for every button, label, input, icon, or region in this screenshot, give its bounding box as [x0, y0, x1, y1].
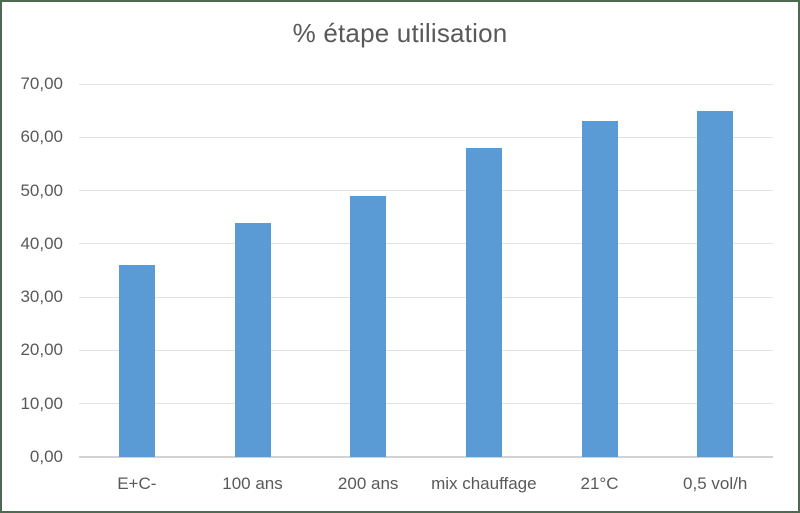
bar-200 ans: [350, 195, 387, 457]
chart-title: % étape utilisation: [292, 18, 508, 48]
x-category-label: mix chauffage: [431, 474, 537, 493]
y-tick-label: 30,00: [20, 287, 63, 307]
bar-E+C-: [118, 265, 155, 457]
gridline: [79, 349, 773, 351]
y-tick-label: 10,00: [20, 393, 63, 413]
gridline: [79, 83, 773, 85]
y-tick-label: 50,00: [20, 180, 63, 200]
x-category-label: E+C-: [117, 474, 157, 493]
x-category-label: 21°C: [580, 474, 619, 493]
gridline: [79, 296, 773, 298]
y-tick-label: 0,00: [29, 447, 63, 466]
bar-mix chauffage: [465, 147, 502, 457]
gridline: [79, 136, 773, 138]
y-tick-label: 60,00: [20, 127, 63, 147]
x-category-label: 200 ans: [337, 474, 399, 493]
gridline: [79, 403, 773, 405]
gridline: [79, 243, 773, 245]
x-category-label: 0,5 vol/h: [683, 474, 748, 493]
y-tick-label: 20,00: [20, 340, 63, 360]
x-axis-line: [79, 456, 773, 458]
bar-0,5 vol/h: [697, 110, 734, 457]
bar-21°C: [581, 121, 618, 457]
x-category-label: 100 ans: [222, 474, 283, 493]
y-tick-label: 70,00: [20, 74, 63, 93]
gridline: [79, 190, 773, 192]
bar-100 ans: [234, 222, 271, 457]
y-tick-label: 40,00: [20, 233, 63, 253]
